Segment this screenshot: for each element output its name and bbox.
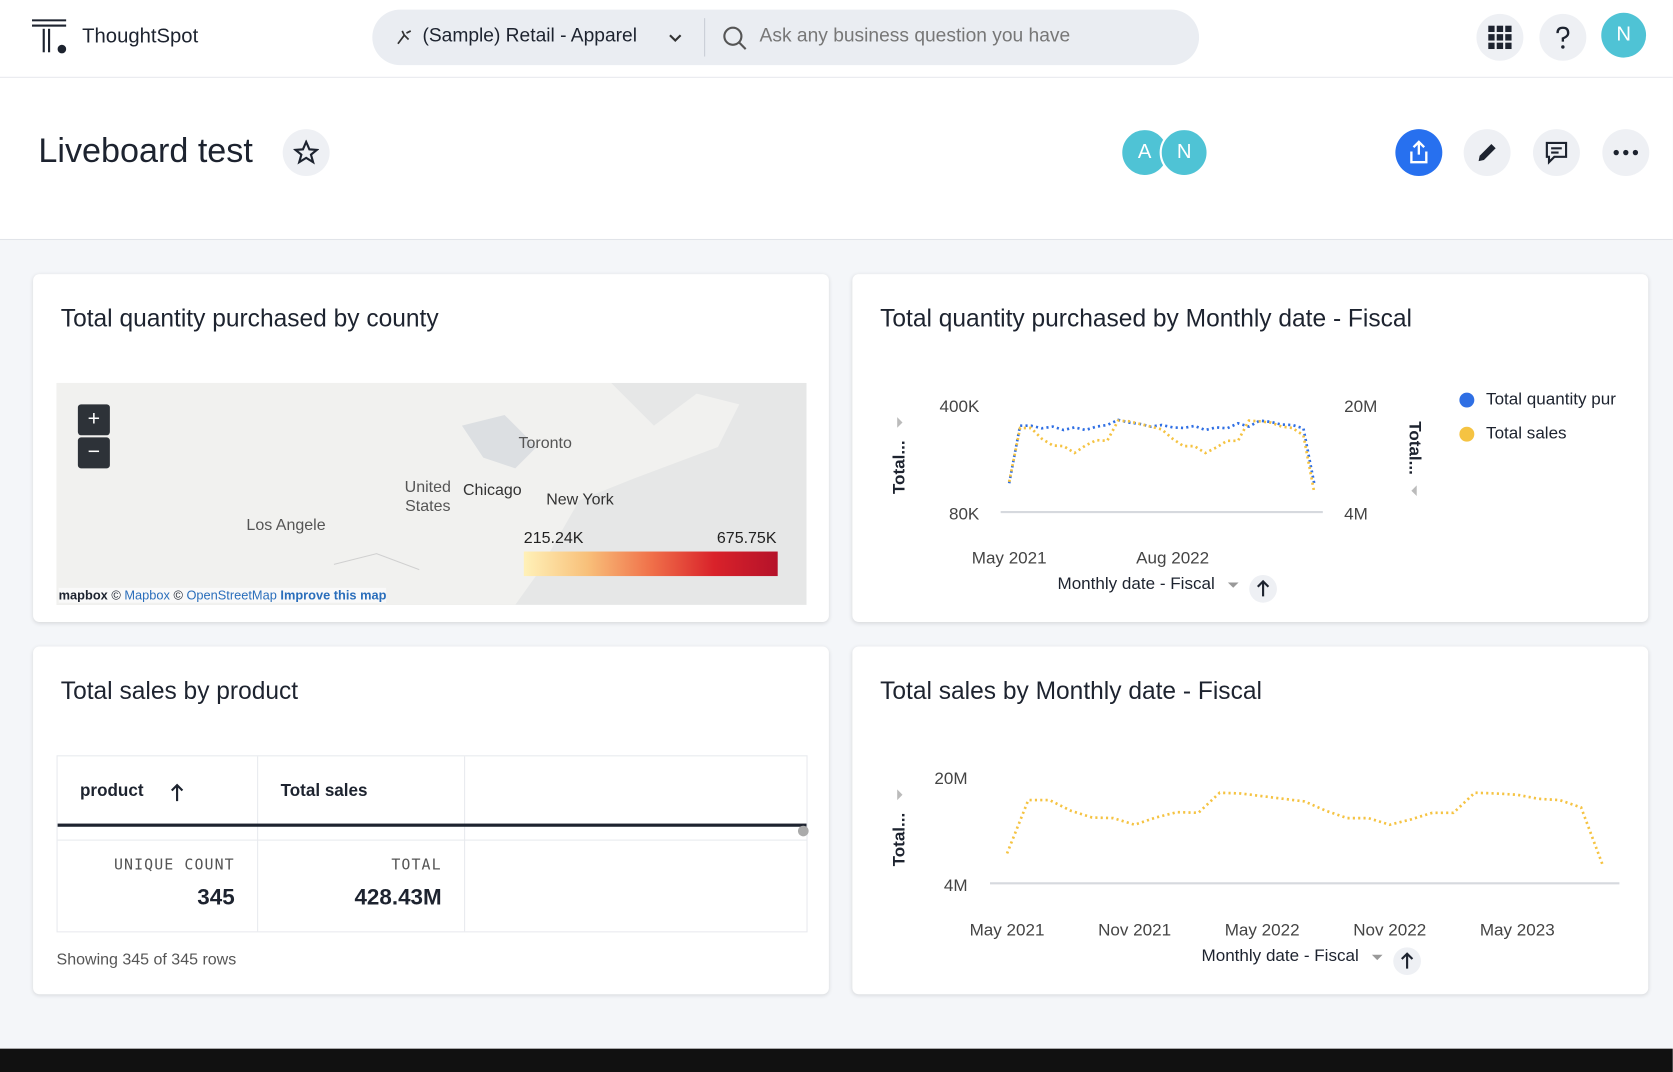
comment-icon	[1545, 141, 1568, 165]
search-bar[interactable]: (Sample) Retail - Apparel Ask any busine…	[372, 9, 1200, 66]
attribution: mapbox © Mapbox © OpenStreetMap Improve …	[58, 587, 387, 603]
place-label: Toronto	[518, 434, 572, 453]
apps-icon	[1488, 25, 1512, 50]
card-title: Total quantity purchased by county	[60, 304, 439, 332]
star-icon	[293, 139, 319, 165]
map[interactable]: + − Toronto United States Chicago New Yo…	[56, 382, 807, 605]
search-icon	[723, 26, 747, 50]
share-icon	[1410, 140, 1428, 164]
chevron[interactable]	[667, 29, 684, 46]
chart-card[interactable]: Total sales by Monthly date - Fiscal	[852, 646, 1649, 995]
card-title: Total quantity purchased by Monthly date…	[880, 304, 1413, 332]
table: product Total sales UNIQUE COUNT 345 TOT…	[56, 755, 809, 933]
logo-text[interactable]: ThoughtSpot	[82, 25, 199, 49]
chart-card[interactable]: Total quantity purchased by Monthly date…	[852, 274, 1649, 622]
bottom-bar	[0, 1048, 1673, 1072]
help-button[interactable]	[1539, 13, 1587, 61]
header-rule	[57, 823, 807, 827]
zoom-controls: + −	[77, 404, 110, 469]
legend-min: 215.24K	[523, 529, 584, 548]
table-card[interactable]: Total sales by product product Total sal…	[33, 646, 829, 995]
liveboard-title: Liveboard test	[38, 131, 253, 170]
column-header[interactable]: Total sales	[280, 781, 368, 801]
place-label: United States	[404, 477, 451, 516]
row-divider	[57, 839, 807, 841]
card-title: Total sales by Monthly date - Fiscal	[880, 676, 1262, 705]
share-button[interactable]	[1395, 129, 1443, 177]
row-count: Showing 345 of 345 rows	[56, 950, 237, 969]
column-divider	[464, 756, 466, 932]
apps-button[interactable]	[1476, 13, 1524, 61]
column-header[interactable]: product	[80, 781, 144, 801]
scroll-handle[interactable]	[797, 825, 809, 837]
map-card[interactable]: Total quantity purchased by county + − T…	[33, 274, 829, 622]
search-placeholder[interactable]: Ask any business question you have	[759, 24, 1071, 46]
attribution-link[interactable]: Mapbox	[124, 587, 170, 603]
improve-link[interactable]: Improve this map	[280, 587, 387, 603]
edit-icon	[1478, 144, 1496, 162]
summary-value: 428.43M	[354, 885, 442, 910]
more-button[interactable]	[1602, 129, 1650, 177]
zoom-out[interactable]: −	[77, 437, 110, 469]
place-label: Los Angele	[246, 516, 326, 535]
logo-icon	[32, 19, 67, 54]
card-title: Total sales by product	[60, 676, 299, 705]
place-label: Chicago	[462, 481, 522, 500]
favorite-button[interactable]	[282, 129, 330, 177]
mapbox-logo[interactable]: mapbox	[58, 587, 108, 603]
edit-button[interactable]	[1463, 129, 1511, 177]
source-icon	[397, 30, 412, 45]
top-bar: ThoughtSpot (Sample) Retail - Apparel As…	[0, 0, 1673, 78]
legend-gradient	[523, 551, 778, 577]
attribution-link[interactable]: OpenStreetMap	[186, 587, 277, 603]
liveboard-header: Liveboard test A N	[0, 77, 1673, 241]
summary-label: TOTAL	[391, 856, 442, 874]
data-source[interactable]: (Sample) Retail - Apparel	[422, 24, 637, 46]
column-divider	[257, 756, 259, 932]
attribution-text: ©	[111, 587, 121, 603]
map-land	[56, 382, 740, 605]
more-icon	[1613, 149, 1639, 156]
summary-value: 345	[197, 885, 235, 910]
legend-max: 675.75K	[716, 529, 777, 548]
divider	[704, 18, 706, 57]
viewer-avatar[interactable]: N	[1159, 128, 1209, 178]
sort-icon[interactable]	[169, 782, 186, 803]
help-icon	[1556, 26, 1570, 49]
user-avatar[interactable]: N	[1601, 12, 1647, 58]
summary-label: UNIQUE COUNT	[113, 856, 235, 874]
attribution-text: ©	[173, 587, 183, 603]
zoom-in[interactable]: +	[77, 404, 110, 436]
comment-button[interactable]	[1532, 129, 1580, 177]
place-label: New York	[546, 490, 614, 509]
